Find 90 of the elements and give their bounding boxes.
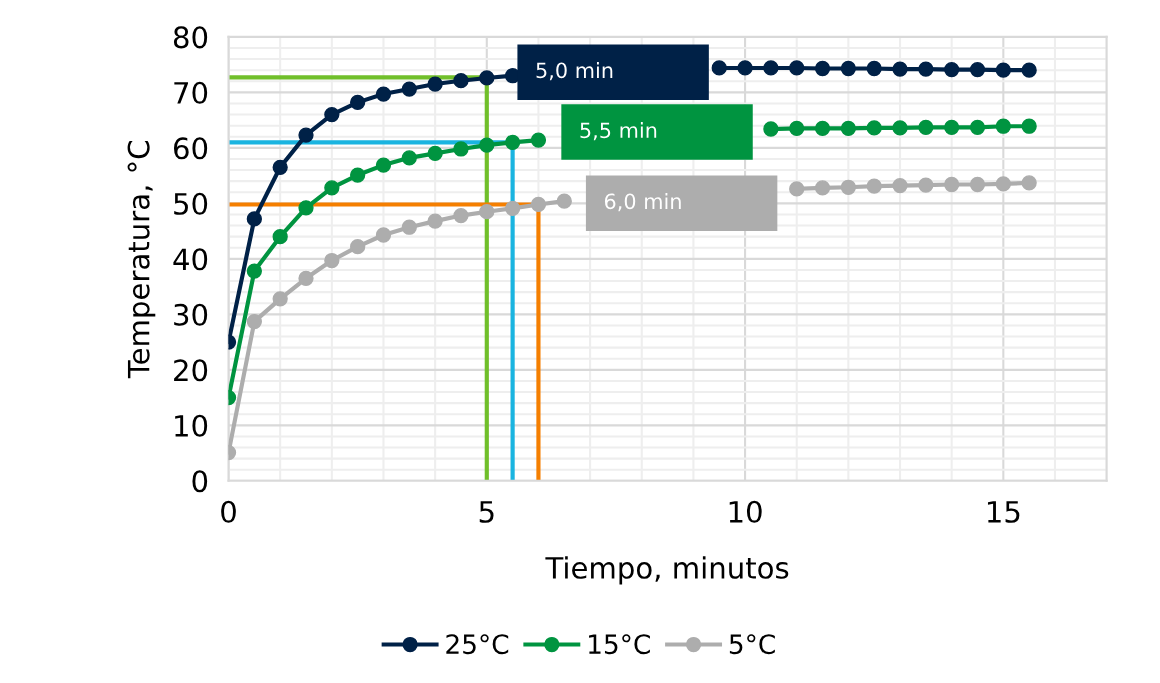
point bbox=[298, 200, 314, 216]
point bbox=[324, 106, 340, 123]
x-tick-label: 15 bbox=[987, 501, 1020, 523]
point bbox=[840, 179, 857, 195]
point bbox=[504, 134, 521, 150]
point bbox=[918, 61, 934, 77]
point bbox=[969, 119, 986, 135]
point bbox=[711, 60, 727, 76]
y-tick-label: 70 bbox=[174, 81, 208, 104]
point bbox=[918, 119, 934, 135]
point bbox=[969, 176, 986, 193]
point bbox=[944, 61, 960, 78]
point bbox=[324, 252, 340, 269]
point bbox=[530, 196, 547, 213]
annotation: 6,0 min bbox=[604, 193, 681, 212]
point bbox=[453, 141, 469, 157]
point bbox=[272, 229, 288, 245]
y-tick-label: 50 bbox=[174, 192, 208, 215]
point bbox=[918, 177, 934, 193]
y-axis-title: Temperatura, °C bbox=[127, 141, 156, 379]
y-tick-label: 20 bbox=[174, 359, 208, 382]
point bbox=[892, 177, 908, 194]
point bbox=[995, 62, 1011, 78]
point bbox=[866, 178, 882, 194]
y-tick-label: 0 bbox=[192, 470, 208, 493]
point bbox=[737, 60, 753, 76]
point bbox=[763, 60, 779, 76]
point bbox=[995, 176, 1011, 192]
point bbox=[789, 120, 805, 137]
point bbox=[944, 176, 960, 193]
point bbox=[969, 61, 986, 78]
point bbox=[944, 119, 960, 135]
legend-label: 25°C bbox=[446, 634, 509, 655]
point bbox=[401, 150, 417, 166]
point bbox=[866, 120, 882, 136]
point bbox=[427, 145, 443, 162]
point bbox=[375, 86, 392, 102]
point bbox=[479, 137, 495, 153]
point bbox=[375, 227, 392, 243]
point bbox=[1021, 62, 1037, 78]
point bbox=[892, 61, 908, 77]
x-tick-label: 5 bbox=[479, 501, 494, 523]
legend-label: 5°C bbox=[729, 634, 775, 655]
y-tick-label: 10 bbox=[175, 414, 208, 437]
point bbox=[556, 193, 572, 209]
point bbox=[504, 200, 521, 216]
point bbox=[479, 70, 495, 86]
y-tick-label: 80 bbox=[173, 26, 208, 49]
point bbox=[763, 121, 779, 137]
point bbox=[840, 60, 857, 77]
point bbox=[401, 219, 417, 235]
point bbox=[479, 204, 495, 220]
point bbox=[866, 60, 882, 77]
point bbox=[427, 213, 443, 229]
point bbox=[1021, 118, 1037, 134]
x-tick-label: 10 bbox=[729, 500, 762, 523]
point bbox=[324, 180, 340, 196]
point bbox=[427, 76, 443, 92]
point bbox=[892, 120, 908, 136]
point bbox=[814, 60, 831, 77]
point bbox=[350, 239, 366, 255]
point bbox=[814, 120, 831, 137]
x-tick-label: 0 bbox=[221, 500, 236, 523]
point bbox=[350, 94, 366, 111]
y-tick-label: 30 bbox=[174, 303, 208, 326]
point bbox=[298, 270, 314, 286]
legend-label: 15°C bbox=[589, 634, 650, 655]
point bbox=[453, 207, 469, 224]
annotation: 5,5 min bbox=[580, 122, 657, 141]
point bbox=[272, 159, 288, 175]
point bbox=[530, 132, 547, 148]
point bbox=[789, 181, 805, 197]
point bbox=[246, 313, 262, 330]
y-tick-label: 40 bbox=[173, 248, 208, 271]
point bbox=[246, 211, 262, 227]
annotation: 5,0 min bbox=[536, 62, 613, 81]
point bbox=[995, 118, 1011, 134]
point bbox=[814, 180, 831, 196]
point bbox=[789, 60, 805, 76]
point bbox=[453, 73, 469, 89]
x-axis-title: Tiempo, minutos bbox=[545, 556, 789, 585]
point bbox=[298, 127, 314, 143]
point bbox=[272, 291, 288, 307]
point bbox=[375, 157, 392, 173]
y-tick-label: 60 bbox=[174, 137, 208, 160]
point bbox=[350, 167, 366, 183]
point bbox=[1021, 175, 1037, 191]
point bbox=[840, 120, 857, 137]
point bbox=[401, 81, 417, 97]
point bbox=[246, 263, 262, 279]
